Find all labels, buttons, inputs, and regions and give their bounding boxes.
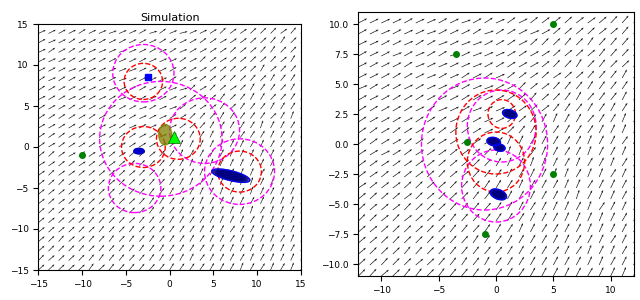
Ellipse shape [505, 111, 515, 117]
Ellipse shape [159, 124, 172, 145]
Ellipse shape [494, 144, 505, 151]
Ellipse shape [493, 190, 504, 198]
Ellipse shape [495, 145, 504, 150]
Ellipse shape [216, 170, 246, 181]
Ellipse shape [488, 138, 499, 145]
Ellipse shape [220, 172, 243, 180]
Ellipse shape [491, 140, 497, 143]
Ellipse shape [212, 169, 250, 182]
Ellipse shape [214, 169, 248, 182]
Ellipse shape [504, 110, 516, 118]
Ellipse shape [494, 191, 503, 197]
Ellipse shape [496, 146, 502, 150]
Ellipse shape [502, 110, 517, 118]
Ellipse shape [136, 149, 142, 153]
Ellipse shape [490, 189, 506, 200]
Ellipse shape [223, 173, 239, 178]
Ellipse shape [495, 192, 502, 197]
Ellipse shape [489, 139, 499, 145]
Ellipse shape [507, 112, 513, 116]
Ellipse shape [490, 139, 497, 144]
Ellipse shape [137, 150, 141, 152]
Title: Simulation: Simulation [140, 13, 200, 23]
Ellipse shape [221, 172, 241, 179]
Ellipse shape [497, 146, 502, 149]
Ellipse shape [134, 149, 143, 154]
Ellipse shape [218, 171, 244, 180]
Ellipse shape [492, 190, 506, 199]
Ellipse shape [506, 112, 514, 116]
Ellipse shape [135, 149, 143, 153]
Ellipse shape [134, 148, 144, 154]
Ellipse shape [495, 145, 504, 151]
Ellipse shape [487, 137, 500, 146]
